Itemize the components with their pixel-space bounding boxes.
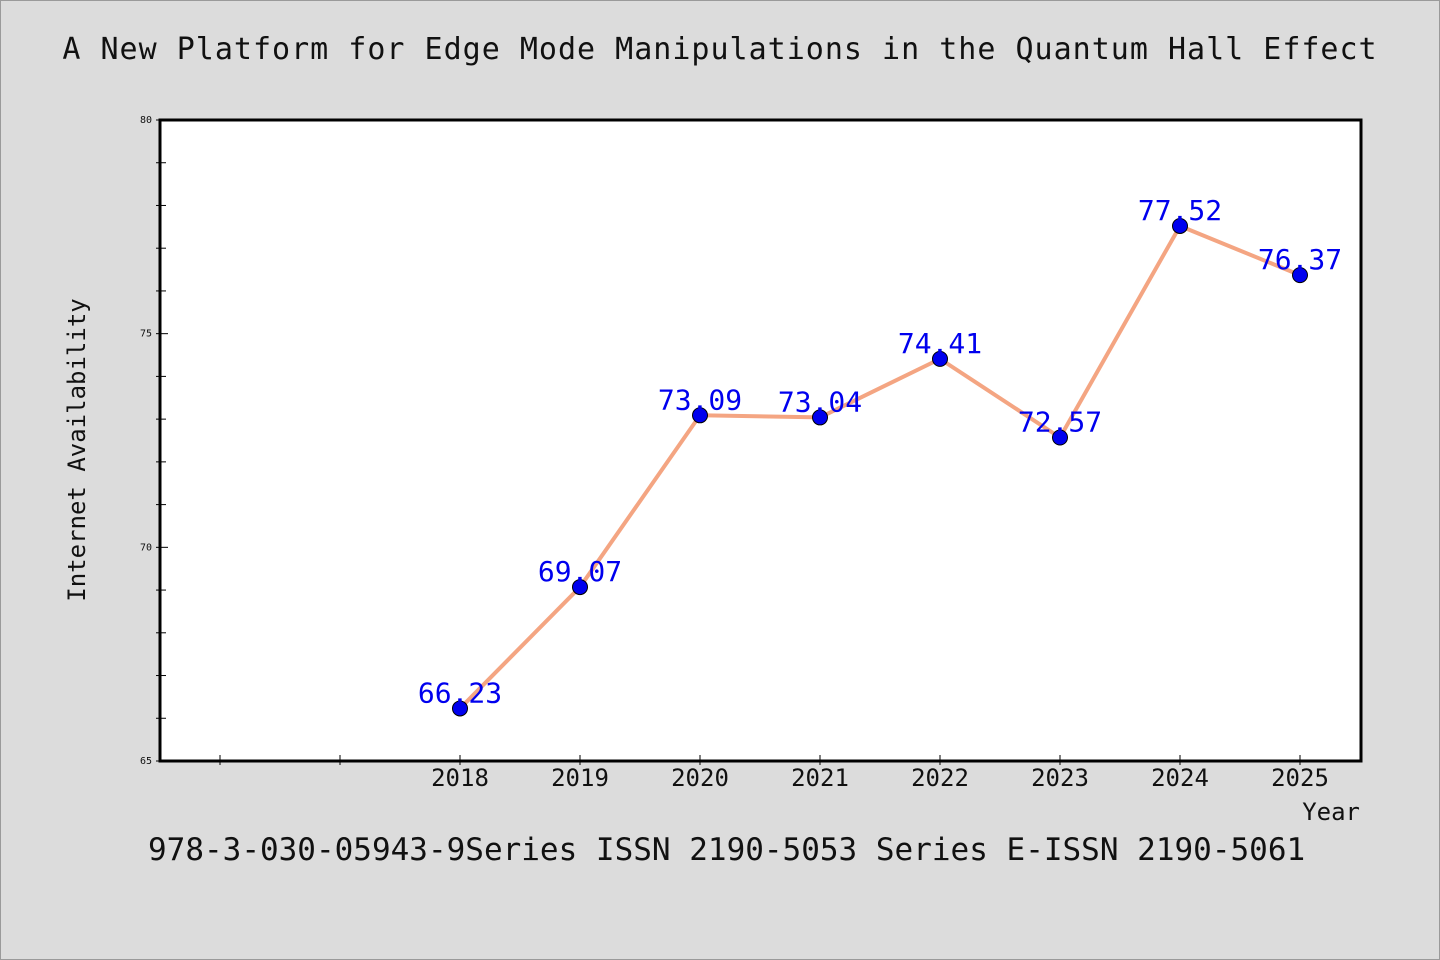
- series-line: [458, 223, 1302, 711]
- x-axis-ticks: 2018 2019 2020 2021 2022 2023 2024 2025: [219, 755, 1329, 792]
- x-tick-label: 2018: [431, 764, 489, 792]
- data-label: 69.07: [538, 555, 622, 588]
- data-label: 72.57: [1018, 406, 1102, 439]
- data-label: 76.37: [1258, 243, 1342, 276]
- y-axis-label: Internet Availability: [63, 298, 91, 601]
- x-tick-label: 2019: [551, 764, 609, 792]
- data-point: [452, 700, 468, 717]
- data-point: [932, 350, 948, 367]
- x-tick-label: 2022: [911, 764, 969, 792]
- data-label: 73.04: [778, 385, 862, 418]
- x-tick-label: 2025: [1271, 764, 1329, 792]
- data-label: 73.09: [658, 383, 742, 416]
- y-tick-label: 70: [140, 542, 152, 553]
- data-point: [1172, 217, 1188, 234]
- data-point: [1292, 267, 1308, 284]
- x-axis-label: Year: [1302, 798, 1360, 826]
- data-point: [692, 407, 708, 424]
- y-tick-label: 65: [140, 756, 152, 767]
- isbn-caption: 978-3-030-05943-9Series ISSN 2190-5053 S…: [148, 832, 1306, 868]
- data-point: [1052, 429, 1068, 446]
- data-label: 74.41: [898, 327, 982, 360]
- x-tick-label: 2021: [791, 764, 849, 792]
- data-label: 77.52: [1138, 194, 1222, 227]
- y-axis-ticks: 65 70 75 80: [140, 115, 168, 767]
- series-group: 66.23 69.07 73.09 73.04 74.41 72.57 77.52 76.37: [418, 194, 1342, 717]
- x-tick-label: 2024: [1151, 764, 1209, 792]
- x-tick-label: 2020: [671, 764, 729, 792]
- plot-area: [158, 118, 1363, 763]
- data-label: 66.23: [418, 676, 502, 709]
- data-point: [572, 579, 588, 596]
- x-tick-label: 2023: [1031, 764, 1089, 792]
- data-point: [812, 409, 828, 426]
- y-tick-label: 75: [140, 329, 152, 340]
- chart-title: A New Platform for Edge Mode Manipulatio…: [62, 32, 1378, 67]
- y-tick-label: 80: [140, 115, 152, 126]
